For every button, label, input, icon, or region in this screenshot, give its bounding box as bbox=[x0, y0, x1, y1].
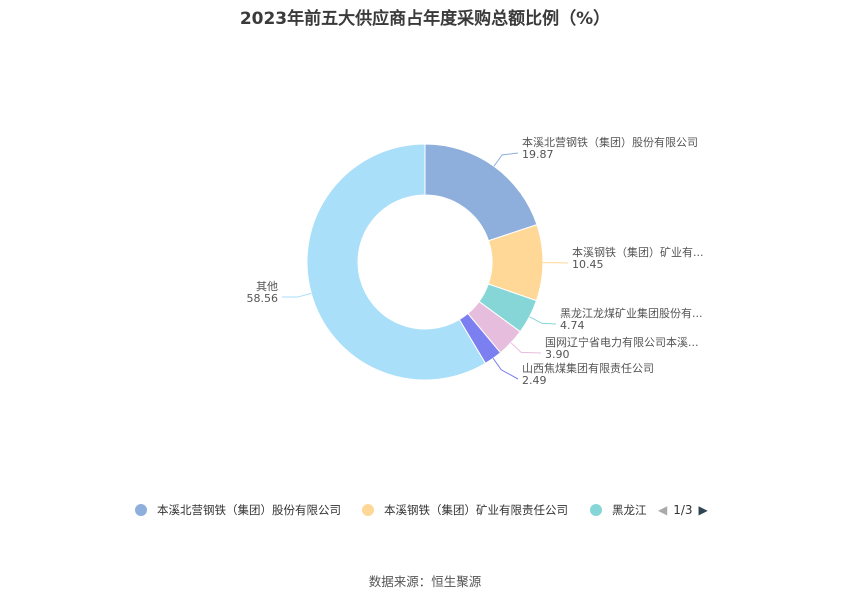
legend-item-2[interactable]: 黑龙江 bbox=[590, 500, 647, 520]
legend-item-1[interactable]: 本溪钢铁（集团）矿业有限责任公司 bbox=[362, 500, 568, 520]
leader-line-4 bbox=[492, 358, 519, 380]
legend-next-page-icon[interactable]: ▶ bbox=[698, 503, 708, 517]
pie-slice-5[interactable] bbox=[306, 143, 487, 381]
legend-label-1: 本溪钢铁（集团）矿业有限责任公司 bbox=[384, 503, 568, 517]
legend-item-0[interactable]: 本溪北营钢铁（集团）股份有限公司 bbox=[135, 500, 341, 520]
leader-line-5 bbox=[281, 292, 312, 298]
legend-marker-1 bbox=[362, 504, 374, 516]
slice-name-label-0: 本溪北营钢铁（集团）股份有限公司 bbox=[522, 135, 698, 149]
slice-value-label-4: 2.49 bbox=[522, 374, 547, 387]
legend: 本溪北营钢铁（集团）股份有限公司 本溪钢铁（集团）矿业有限责任公司 黑龙江 ◀ … bbox=[0, 500, 850, 520]
slice-value-label-5: 58.56 bbox=[247, 292, 279, 305]
slice-name-label-3: 国网辽宁省电力有限公司本溪... bbox=[545, 335, 699, 349]
legend-label-0: 本溪北营钢铁（集团）股份有限公司 bbox=[157, 503, 341, 517]
slice-value-label-1: 10.45 bbox=[572, 258, 604, 271]
legend-prev-page-icon[interactable]: ◀ bbox=[658, 503, 668, 517]
leader-line-3 bbox=[510, 342, 542, 354]
leader-line-2 bbox=[529, 316, 557, 325]
chart-title: 2023年前五大供应商占年度采购总额比例（%） bbox=[239, 9, 611, 29]
slice-name-label-1: 本溪钢铁（集团）矿业有... bbox=[572, 245, 704, 259]
pie-slice-0[interactable] bbox=[424, 143, 538, 242]
slice-name-label-4: 山西焦煤集团有限责任公司 bbox=[522, 361, 654, 375]
slice-name-label-5: 其他 bbox=[256, 280, 278, 293]
legend-label-2: 黑龙江 bbox=[612, 503, 647, 517]
slice-name-label-2: 黑龙江龙煤矿业集团股份有... bbox=[560, 306, 703, 320]
slice-value-label-3: 3.90 bbox=[545, 348, 570, 361]
data-source: 数据来源：恒生聚源 bbox=[368, 574, 482, 589]
slice-value-label-0: 19.87 bbox=[522, 148, 554, 161]
legend-marker-0 bbox=[135, 504, 147, 516]
slice-value-label-2: 4.74 bbox=[560, 319, 585, 332]
legend-marker-2 bbox=[590, 504, 602, 516]
legend-pager: ◀ 1/3 ▶ bbox=[658, 500, 708, 520]
legend-page-indicator: 1/3 bbox=[673, 503, 693, 517]
leader-line-0 bbox=[493, 152, 519, 167]
